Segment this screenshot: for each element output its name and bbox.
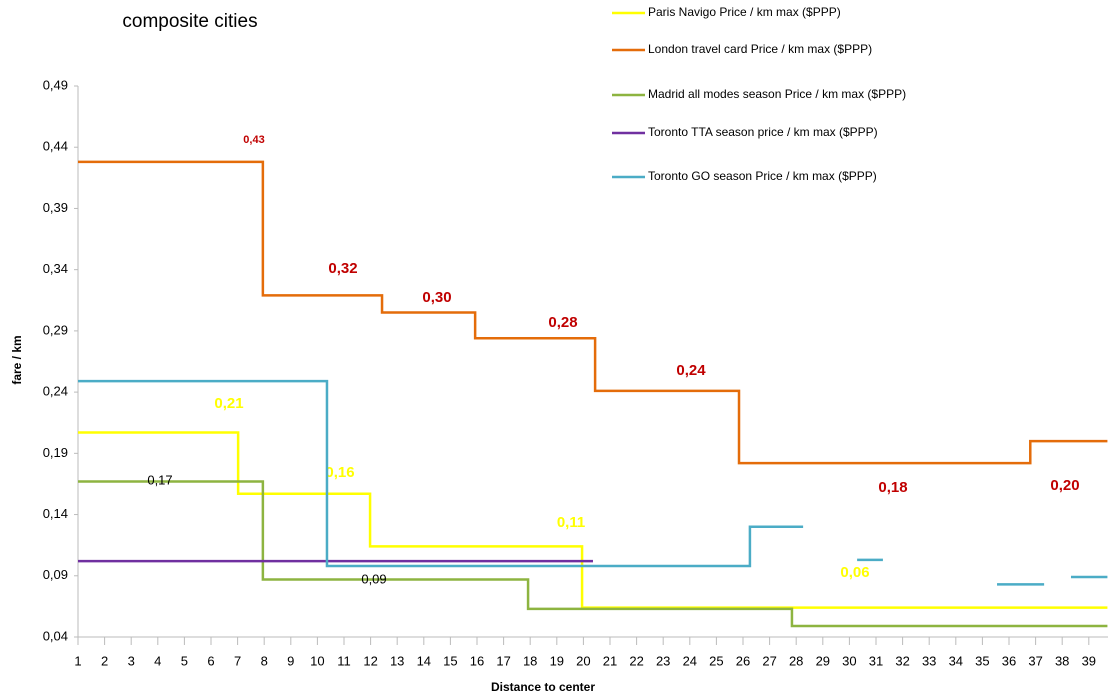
data-label: 0,06: [840, 564, 869, 581]
data-label: 0,24: [676, 362, 706, 379]
data-label: 0,09: [361, 571, 386, 586]
data-label: 0,18: [878, 479, 907, 496]
y-tick-label: 0,34: [43, 261, 68, 276]
chart-title: composite cities: [122, 11, 257, 32]
x-tick-label: 34: [949, 653, 963, 668]
y-tick-label: 0,19: [43, 445, 68, 460]
y-tick-label: 0,39: [43, 200, 68, 215]
x-tick-label: 19: [550, 653, 564, 668]
y-axis-label: fare / km: [10, 335, 24, 384]
series-line: [78, 379, 1108, 586]
legend-label: London travel card Price / km max ($PPP): [648, 42, 872, 56]
x-tick-label: 7: [234, 653, 241, 668]
data-label: 0,43: [243, 134, 264, 146]
y-tick-label: 0,44: [43, 139, 68, 154]
y-tick-label: 0,29: [43, 322, 68, 337]
y-tick-label: 0,14: [43, 506, 68, 521]
x-tick-label: 22: [629, 653, 643, 668]
x-tick-label: 12: [363, 653, 377, 668]
x-tick-label: 29: [816, 653, 830, 668]
data-label: 0,17: [147, 472, 172, 487]
series-line: [78, 480, 1108, 628]
data-label: 0,32: [328, 260, 357, 277]
x-tick-label: 8: [261, 653, 268, 668]
x-tick-label: 39: [1082, 653, 1096, 668]
x-tick-label: 26: [736, 653, 750, 668]
x-tick-label: 14: [417, 653, 431, 668]
x-tick-label: 30: [842, 653, 856, 668]
x-tick-label: 11: [337, 653, 351, 668]
x-tick-label: 5: [181, 653, 188, 668]
x-tick-label: 28: [789, 653, 803, 668]
y-tick-label: 0,49: [43, 77, 68, 92]
x-tick-label: 27: [762, 653, 776, 668]
x-tick-label: 31: [869, 653, 883, 668]
x-tick-label: 1: [74, 653, 81, 668]
x-tick-label: 21: [603, 653, 617, 668]
x-tick-label: 32: [895, 653, 909, 668]
x-tick-label: 9: [287, 653, 294, 668]
legend-label: Toronto TTA season price / km max ($PPP): [648, 125, 878, 139]
x-tick-label: 17: [496, 653, 510, 668]
x-tick-label: 38: [1055, 653, 1069, 668]
y-tick-label: 0,04: [43, 628, 68, 643]
x-tick-label: 35: [975, 653, 989, 668]
x-axis-label: Distance to center: [491, 680, 595, 694]
data-label: 0,30: [422, 289, 451, 306]
x-tick-label: 15: [443, 653, 457, 668]
x-tick-label: 25: [709, 653, 723, 668]
x-tick-label: 6: [207, 653, 214, 668]
legend-label: Paris Navigo Price / km max ($PPP): [648, 5, 841, 19]
data-label: 0,20: [1050, 477, 1079, 494]
x-tick-label: 18: [523, 653, 537, 668]
series-line: [78, 160, 1108, 465]
x-tick-label: 13: [390, 653, 404, 668]
y-tick-label: 0,09: [43, 567, 68, 582]
x-tick-label: 24: [683, 653, 697, 668]
x-tick-label: 36: [1002, 653, 1016, 668]
x-tick-label: 3: [128, 653, 135, 668]
data-label: 0,28: [548, 314, 577, 331]
legend-label: Madrid all modes season Price / km max (…: [648, 87, 906, 101]
x-tick-label: 2: [101, 653, 108, 668]
x-tick-label: 33: [922, 653, 936, 668]
data-label: 0,11: [557, 514, 585, 531]
x-tick-label: 23: [656, 653, 670, 668]
x-tick-label: 10: [310, 653, 324, 668]
y-tick-label: 0,24: [43, 384, 68, 399]
x-tick-label: 20: [576, 653, 590, 668]
legend-label: Toronto GO season Price / km max ($PPP): [648, 169, 877, 183]
data-label: 0,21: [214, 395, 243, 412]
series-line: [78, 431, 1108, 609]
x-tick-label: 4: [154, 653, 161, 668]
data-label: 0,16: [325, 464, 354, 481]
x-tick-label: 16: [470, 653, 484, 668]
x-tick-label: 37: [1028, 653, 1042, 668]
